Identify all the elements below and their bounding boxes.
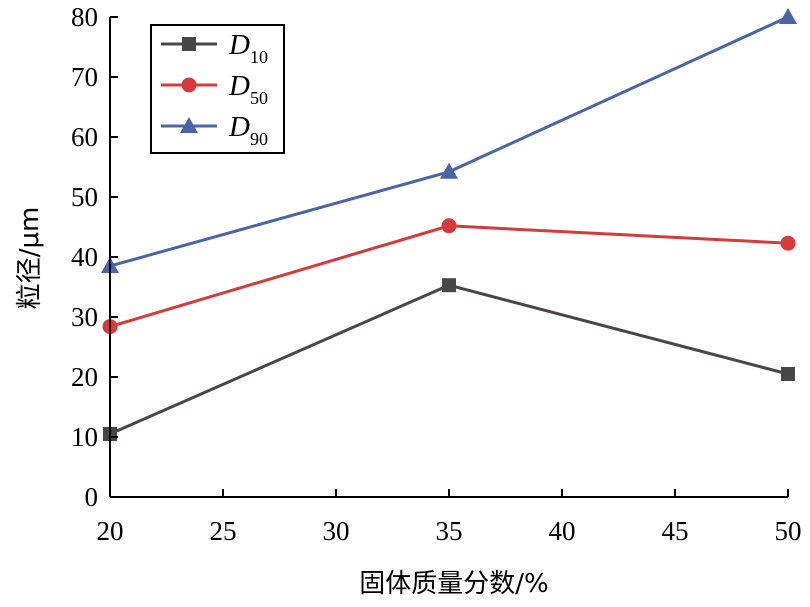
legend-entry-subscript: 50 bbox=[250, 88, 268, 108]
y-tick-label: 60 bbox=[71, 122, 98, 152]
x-axis-title: 固体质量分数/% bbox=[359, 569, 548, 599]
legend-marker bbox=[182, 37, 196, 51]
legend-marker bbox=[181, 77, 197, 93]
x-tick-label: 45 bbox=[662, 516, 689, 546]
y-tick-label: 10 bbox=[71, 422, 98, 452]
legend-entry-name: D bbox=[228, 29, 250, 61]
legend-box bbox=[150, 24, 285, 154]
y-tick-label: 30 bbox=[71, 302, 98, 332]
y-tick-label: 0 bbox=[85, 482, 99, 512]
legend-marker bbox=[180, 117, 198, 133]
x-tick-label: 40 bbox=[549, 516, 576, 546]
data-point-d50 bbox=[441, 218, 457, 234]
legend-entry: D50 bbox=[228, 70, 268, 108]
y-axis-title: 粒径/μm bbox=[15, 207, 45, 310]
y-tick-label: 50 bbox=[71, 182, 98, 212]
x-tick-label: 35 bbox=[436, 516, 463, 546]
legend-entry-subscript: 90 bbox=[250, 129, 268, 149]
series-line-d10 bbox=[109, 283, 789, 436]
data-point-d50 bbox=[780, 235, 796, 251]
data-point-d90 bbox=[779, 8, 797, 24]
x-tick-label: 25 bbox=[210, 516, 237, 546]
legend-entry-name: D bbox=[228, 70, 250, 102]
series-line-d50 bbox=[109, 224, 789, 329]
x-tick-label: 20 bbox=[97, 516, 124, 546]
legend-entry-subscript: 10 bbox=[250, 47, 268, 67]
legend-entry: D90 bbox=[228, 111, 268, 149]
y-tick-label: 70 bbox=[71, 62, 98, 92]
data-point-d10 bbox=[781, 367, 795, 381]
x-tick-label: 30 bbox=[323, 516, 350, 546]
data-point-d10 bbox=[442, 278, 456, 293]
legend-entry: D10 bbox=[228, 29, 268, 67]
data-point-d90 bbox=[440, 162, 458, 179]
y-tick-label: 80 bbox=[71, 2, 98, 32]
x-tick-label: 50 bbox=[775, 516, 802, 546]
y-tick-label: 20 bbox=[71, 362, 98, 392]
y-tick-label: 40 bbox=[71, 242, 98, 272]
legend-entry-name: D bbox=[228, 111, 250, 143]
